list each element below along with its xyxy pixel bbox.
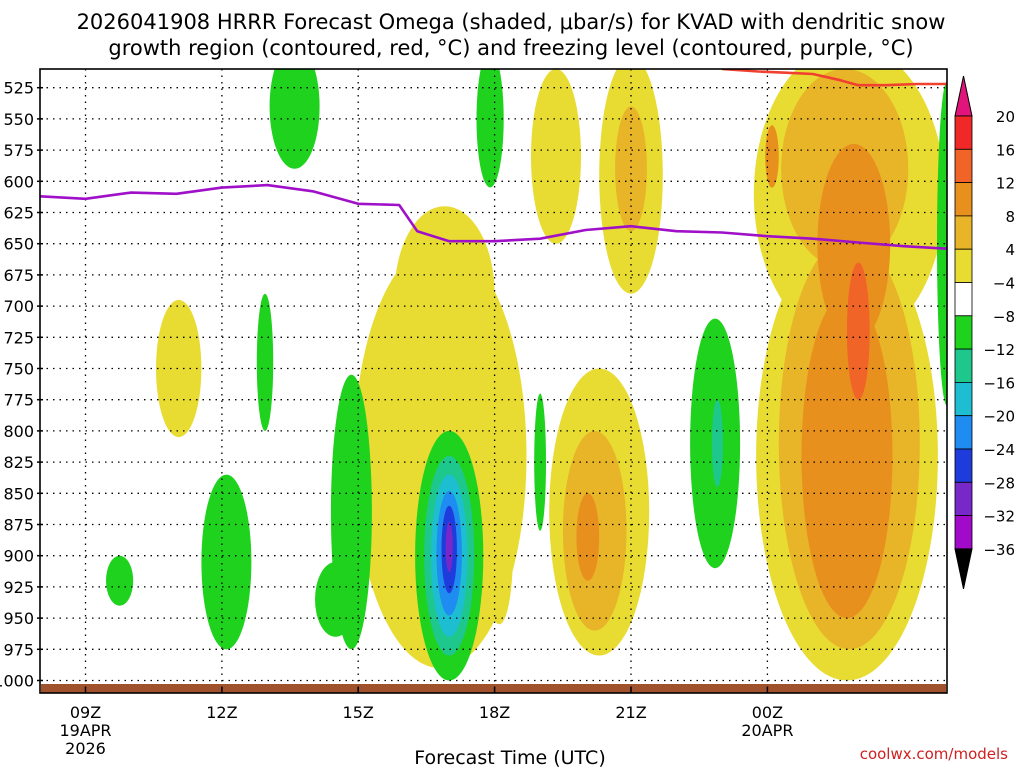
colorbar-label--20: −20 (983, 408, 1015, 426)
colorbar-swatch-9 (954, 415, 973, 450)
omega-region-down-0100-core (846, 262, 870, 400)
y-tick-850: 850 (3, 484, 34, 503)
x-tick-18Z: 18Z (479, 703, 510, 722)
terrain-strip (41, 684, 946, 693)
dendritic-growth-line (721, 69, 947, 87)
colorbar-label--28: −28 (983, 474, 1015, 492)
y-tick-725: 725 (3, 328, 34, 347)
omega-region-down-1800 (485, 487, 513, 625)
x-tick-09Z: 09Z (70, 703, 101, 722)
x-tick-12Z: 12Z (206, 703, 237, 722)
omega-region-down-0030-lower-12 (801, 293, 893, 619)
colorbar-swatch-6 (954, 315, 973, 350)
colorbar-label-20: 20 (996, 108, 1015, 126)
x-tick-2026: 2026 (65, 739, 106, 758)
colorbar-swatch-4 (954, 248, 973, 283)
colorbar-swatch-7 (954, 348, 973, 383)
colorbar-swatch-0 (954, 115, 973, 150)
x-tick-20APR: 20APR (741, 721, 793, 740)
colorbar-label-8: 8 (1005, 208, 1015, 226)
colorbar-label--4: −4 (993, 275, 1015, 293)
y-tick-875: 875 (3, 516, 34, 535)
x-tick-21Z: 21Z (615, 703, 646, 722)
colorbar-label--24: −24 (983, 441, 1015, 459)
grid (40, 69, 947, 693)
title-line-2: growth region (contoured, red, °C) and f… (108, 36, 913, 60)
omega-region-up-1800-top (476, 69, 504, 188)
title-line-1: 2026041908 HRRR Forecast Omega (shaded, … (77, 10, 946, 34)
y-tick-750: 750 (3, 360, 34, 379)
y-tick-600: 600 (3, 172, 34, 191)
omega-region-down-1100-high (156, 299, 202, 438)
y-tick-650: 650 (3, 235, 34, 254)
omega-region-up-1300 (256, 293, 274, 431)
colorbar-swatch-10 (954, 448, 973, 483)
colorbar-label-4: 4 (1005, 241, 1015, 259)
y-tick-775: 775 (3, 391, 34, 410)
x-axis-label: Forecast Time (UTC) (414, 747, 605, 768)
colorbar-label-16: 16 (996, 141, 1015, 159)
y-tick-700: 700 (3, 297, 34, 316)
y-tick-975: 975 (3, 640, 34, 659)
omega-region-down-1700-top (394, 206, 495, 381)
colorbar-label--32: −32 (983, 508, 1015, 526)
colorbar-label--16: −16 (983, 374, 1015, 392)
y-tick-625: 625 (3, 204, 34, 223)
temperature-contours (40, 69, 947, 250)
y-tick-800: 800 (3, 422, 34, 441)
x-tick-19APR: 19APR (59, 721, 111, 740)
omega-shading (106, 69, 947, 681)
omega-region-down-0000-small (765, 125, 779, 188)
y-tick-950: 950 (3, 609, 34, 628)
omega-region-down-2100-core (615, 106, 647, 232)
omega-region-up-edge (937, 81, 947, 406)
colorbar-label-12: 12 (996, 175, 1015, 193)
y-tick-525: 525 (3, 79, 34, 98)
colorbar: 20 16 12 8 4 −4 −8 −12 −16 −20 −24 −28 −32 −36 (954, 75, 1015, 590)
y-tick-1000: 1000 (0, 672, 34, 691)
colorbar-swatch-5 (954, 282, 973, 317)
credit-label: coolwx.com/models (860, 745, 1008, 763)
omega-region-up-1500-base (315, 562, 356, 637)
x-tick-15Z: 15Z (343, 703, 374, 722)
chart-title: 2026041908 HRRR Forecast Omega (shaded, … (77, 10, 946, 60)
colorbar-bottom-arrow (954, 548, 973, 590)
omega-region-up-1700-24 (445, 522, 453, 572)
colorbar-swatch-1 (954, 148, 973, 184)
freezing-level-line (40, 183, 947, 250)
plot-frame (39, 68, 948, 694)
y-tick-900: 900 (3, 547, 34, 566)
omega-region-up-1900 (534, 393, 546, 531)
omega-region-down-2030-core (576, 493, 600, 581)
omega-region-up-0945 (106, 555, 134, 606)
y-tick-550: 550 (3, 110, 34, 129)
colorbar-label--36: −36 (983, 541, 1015, 559)
x-tick-00Z: 00Z (752, 703, 783, 722)
terrain-surface (41, 684, 946, 693)
y-tick-825: 825 (3, 453, 34, 472)
colorbar-swatch-2 (954, 182, 973, 217)
y-tick-675: 675 (3, 266, 34, 285)
omega-region-up-2330-8 (711, 399, 723, 488)
colorbar-label--8: −8 (993, 308, 1015, 326)
omega-region-up-1200 (201, 474, 252, 650)
y-axis-ticks: 525 550 575 600 625 650 675 700 725 750 775 800 825 8… (0, 79, 43, 691)
colorbar-swatch-8 (954, 381, 973, 417)
colorbar-swatch-12 (954, 515, 973, 550)
y-tick-575: 575 (3, 141, 34, 160)
y-tick-925: 925 (3, 578, 34, 597)
colorbar-top-arrow (954, 75, 973, 117)
colorbar-label--12: −12 (983, 341, 1015, 359)
colorbar-swatch-11 (954, 481, 973, 516)
colorbar-swatch-3 (954, 215, 973, 250)
omega-region-down-1930 (531, 69, 581, 244)
